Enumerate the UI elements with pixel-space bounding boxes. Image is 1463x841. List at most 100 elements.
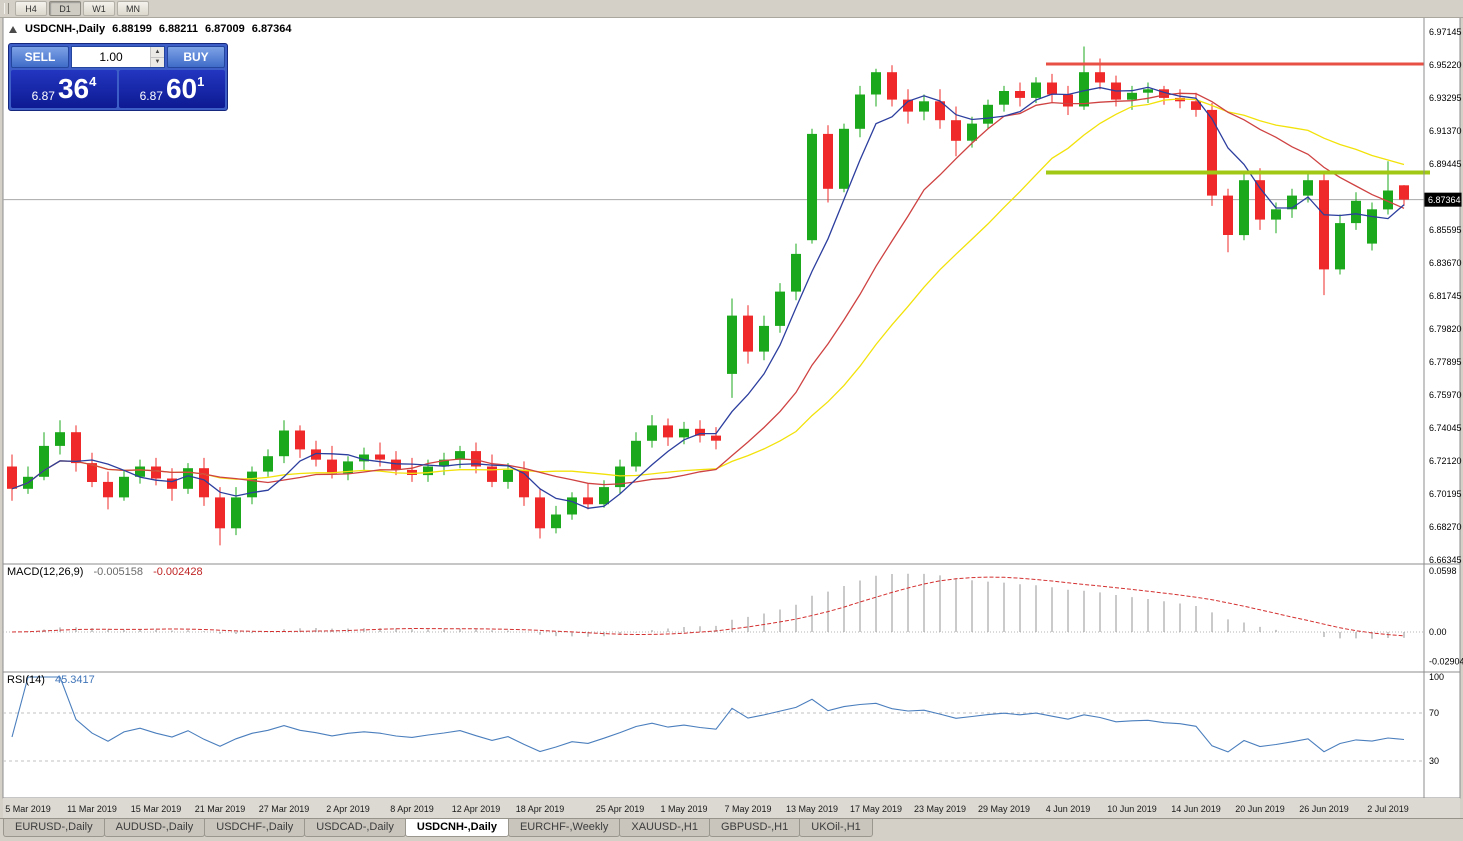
svg-text:14 Jun 2019: 14 Jun 2019 [1171,804,1221,814]
sell-price-big: 36 [57,73,90,104]
svg-text:23 May 2019: 23 May 2019 [914,804,966,814]
svg-text:6.93295: 6.93295 [1429,93,1462,103]
svg-text:11 Mar 2019: 11 Mar 2019 [67,804,117,814]
svg-text:20 Jun 2019: 20 Jun 2019 [1235,804,1285,814]
svg-text:7 May 2019: 7 May 2019 [724,804,771,814]
sell-button[interactable]: SELL [11,46,69,68]
svg-text:6.91370: 6.91370 [1429,126,1462,136]
timeframe-button-w1[interactable]: W1 [83,1,115,16]
volume-down-icon[interactable]: ▼ [151,57,164,67]
svg-text:6.97145: 6.97145 [1429,27,1462,37]
moving-average-5[interactable] [11,86,1405,509]
timeframe-button-mn[interactable]: MN [117,1,149,16]
buy-button[interactable]: BUY [167,46,225,68]
svg-text:0.00: 0.00 [1429,627,1447,637]
macd-name: MACD(12,26,9) [7,566,84,578]
svg-text:100: 100 [1429,672,1444,682]
ohlc-open: 6.88199 [112,23,152,35]
buy-price-big: 60 [165,73,198,104]
tab-audusd-daily[interactable]: AUDUSD-,Daily [103,819,206,837]
svg-text:6.75970: 6.75970 [1429,390,1462,400]
buy-price-prefix: 6.87 [139,89,163,103]
tab-eurchf-weekly[interactable]: EURCHF-,Weekly [507,819,621,837]
svg-text:6.83670: 6.83670 [1429,258,1462,268]
svg-text:8 Apr 2019: 8 Apr 2019 [390,804,434,814]
current-price-badge-text: 6.87364 [1428,195,1461,205]
svg-text:5 Mar 2019: 5 Mar 2019 [5,804,51,814]
svg-text:-0.029045: -0.029045 [1429,657,1463,667]
sell-price-pip: 4 [89,74,97,89]
buy-price-pip: 1 [197,74,205,89]
toolbar-grip-icon[interactable] [4,3,9,14]
svg-text:6.68270: 6.68270 [1429,522,1462,532]
rsi-name: RSI(14) [7,674,45,686]
macd-signal-line [11,576,1405,637]
svg-text:70: 70 [1429,708,1439,718]
svg-text:6.70195: 6.70195 [1429,489,1462,499]
tab-gbpusd-h1[interactable]: GBPUSD-,H1 [709,819,801,837]
svg-text:6.79820: 6.79820 [1429,324,1462,334]
tab-eurusd-daily[interactable]: EURUSD-,Daily [3,819,105,837]
rsi-value: 45.3417 [54,674,95,686]
buy-price-display[interactable]: 6.87 60 1 [119,70,225,108]
tab-usdcnh-daily[interactable]: USDCNH-,Daily [404,819,509,837]
rsi-indicator-label: RSI(14) 45.3417 [7,674,95,686]
svg-text:26 Jun 2019: 26 Jun 2019 [1299,804,1349,814]
tab-xauusd-h1[interactable]: XAUUSD-,H1 [619,819,710,837]
svg-text:6.81745: 6.81745 [1429,291,1462,301]
time-axis[interactable]: 5 Mar 2019 11 Mar 2019 15 Mar 2019 21 Mar 2… [5,804,1409,814]
time-axis-strip[interactable] [3,798,1460,818]
svg-text:0.0598: 0.0598 [1429,566,1457,576]
chart-symbol-period: USDCNH-,Daily [25,23,106,35]
svg-text:1 May 2019: 1 May 2019 [660,804,707,814]
timeframe-buttons: H4 D1 W1 MN [15,1,151,16]
svg-text:30: 30 [1429,756,1439,766]
sell-price-display[interactable]: 6.87 36 4 [11,70,117,108]
svg-text:13 May 2019: 13 May 2019 [786,804,838,814]
chart-background [2,16,1461,799]
tab-usdcad-daily[interactable]: USDCAD-,Daily [304,819,406,837]
macd-signal-value: -0.002428 [153,566,203,578]
svg-text:2 Jul 2019: 2 Jul 2019 [1367,804,1409,814]
svg-text:27 Mar 2019: 27 Mar 2019 [259,804,310,814]
svg-text:29 May 2019: 29 May 2019 [978,804,1030,814]
svg-text:6.66345: 6.66345 [1429,555,1462,565]
rsi-panel[interactable]: 100 70 30 [3,672,1444,766]
timeframe-button-d1[interactable]: D1 [49,1,81,16]
svg-text:18 Apr 2019: 18 Apr 2019 [516,804,565,814]
macd-panel[interactable]: 0.0598 0.00 -0.029045 [3,566,1463,667]
svg-text:6.74045: 6.74045 [1429,423,1462,433]
svg-text:6.89445: 6.89445 [1429,159,1462,169]
ohlc-close: 6.87364 [251,23,292,35]
svg-text:12 Apr 2019: 12 Apr 2019 [452,804,501,814]
svg-text:6.85595: 6.85595 [1429,225,1462,235]
current-price-badge [1424,192,1462,207]
ohlc-high: 6.88211 [158,23,198,35]
chart-ohlc-header: USDCNH-,Daily 6.88199 6.88211 6.87009 6.… [9,23,292,35]
svg-text:6.95220: 6.95220 [1429,60,1462,70]
volume-box: ▲ ▼ [71,46,165,68]
macd-value: -0.005158 [93,566,144,578]
svg-text:6.72120: 6.72120 [1429,456,1462,466]
tab-ukoil-h1[interactable]: UKOil-,H1 [799,819,873,837]
volume-up-icon[interactable]: ▲ [151,47,164,58]
collapse-trade-panel-icon[interactable] [9,25,17,33]
ohlc-low: 6.87009 [205,23,245,35]
svg-text:2 Apr 2019: 2 Apr 2019 [326,804,370,814]
rsi-line [11,676,1405,753]
timeframe-toolbar: H4 D1 W1 MN [0,0,1463,18]
macd-indicator-label: MACD(12,26,9) -0.005158 -0.002428 [7,566,203,578]
svg-text:4 Jun 2019: 4 Jun 2019 [1046,804,1091,814]
one-click-trading-panel: SELL ▲ ▼ BUY 6.87 36 4 6.87 60 1 [8,43,228,111]
timeframe-button-h4[interactable]: H4 [15,1,47,16]
svg-text:10 Jun 2019: 10 Jun 2019 [1107,804,1157,814]
tab-usdchf-daily[interactable]: USDCHF-,Daily [204,819,306,837]
volume-input[interactable] [72,47,150,67]
svg-text:15 Mar 2019: 15 Mar 2019 [131,804,182,814]
svg-text:21 Mar 2019: 21 Mar 2019 [195,804,246,814]
svg-text:25 Apr 2019: 25 Apr 2019 [596,804,645,814]
symbol-tab-bar: EURUSD-,Daily AUDUSD-,Daily USDCHF-,Daily U… [0,818,1463,841]
sell-price-prefix: 6.87 [31,89,55,103]
